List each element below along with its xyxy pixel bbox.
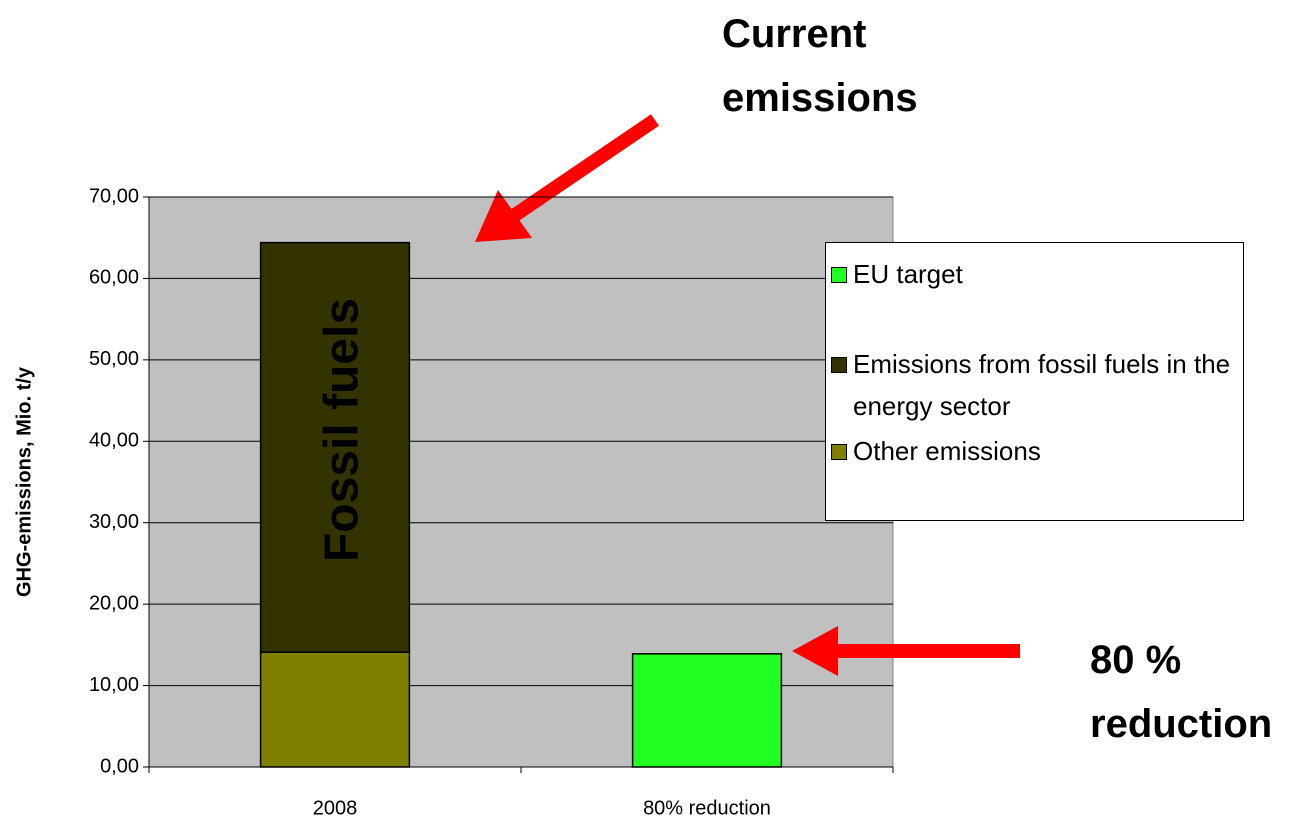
legend-entry: Other emissions — [831, 430, 1233, 472]
x-tick-label: 80% reduction — [643, 797, 771, 818]
legend-entry: EU target — [831, 253, 1233, 295]
legend: EU target Emissions from fossil fuels in … — [825, 242, 1244, 521]
y-tick-label: 0,00 — [100, 755, 139, 777]
y-tick-label: 50,00 — [89, 348, 139, 370]
arrow-head — [475, 190, 532, 242]
y-tick-label: 40,00 — [89, 430, 139, 452]
bar — [259, 241, 411, 653]
annotation: Current emissions — [722, 12, 918, 120]
bar — [631, 653, 783, 768]
annotation: 80 % reduction — [1090, 638, 1273, 746]
legend-label: EU target — [853, 259, 963, 289]
arrow-head — [792, 626, 838, 676]
y-axis-label: GHG-emissions, Mio. t/y — [13, 366, 35, 597]
arrows — [475, 114, 1020, 676]
y-tick-label: 10,00 — [89, 674, 139, 696]
arrow-shaft — [511, 114, 659, 221]
legend-label: Other emissions — [853, 436, 1041, 466]
legend-swatch — [831, 357, 847, 373]
bar — [259, 651, 411, 768]
legend-swatch — [831, 267, 847, 283]
y-tick-label: 60,00 — [89, 267, 139, 289]
legend-entry: Emissions from fossil fuels in the energ… — [831, 343, 1233, 427]
bar-annotation: Fossil fuels — [316, 298, 369, 562]
x-tick-label: 2008 — [313, 797, 358, 818]
legend-swatch — [831, 444, 847, 460]
y-tick-label: 30,00 — [89, 511, 139, 533]
y-tick-label: 70,00 — [89, 185, 139, 207]
y-tick-label: 20,00 — [89, 592, 139, 614]
legend-label: Emissions from fossil fuels in the energ… — [853, 349, 1231, 421]
